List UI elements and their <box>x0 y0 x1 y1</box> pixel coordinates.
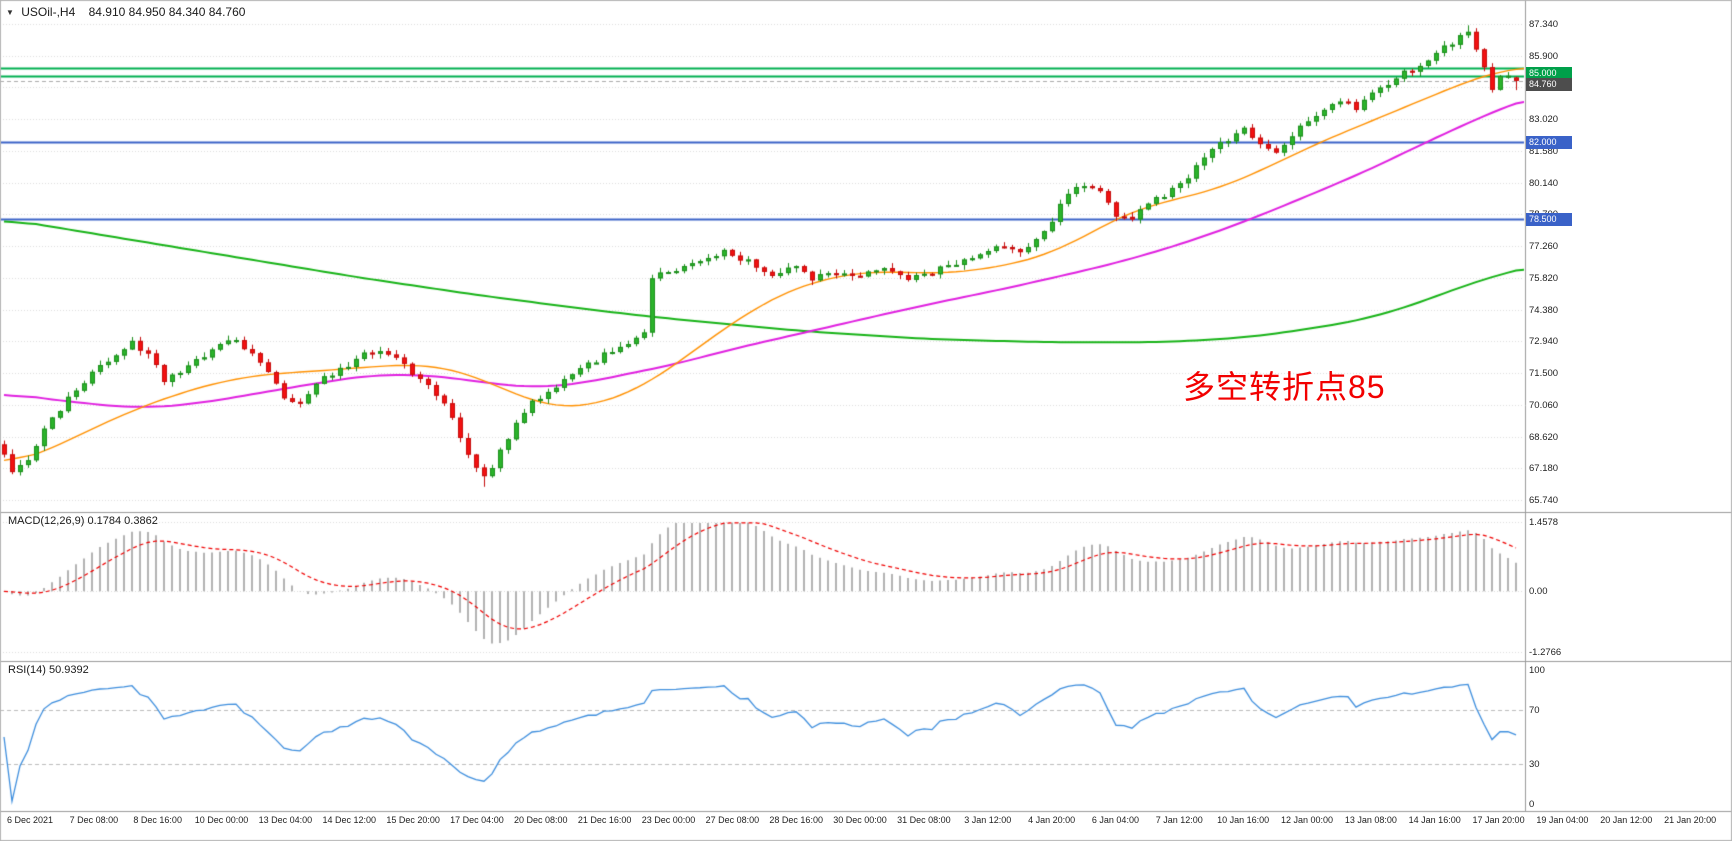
macd-axis-tick-label: 1.4578 <box>1529 517 1559 528</box>
macd-indicator-label: MACD(12,26,9) 0.1784 0.3862 <box>8 515 158 527</box>
price-axis-tick-label: 67.180 <box>1529 463 1559 475</box>
time-axis-label: 14 Dec 12:00 <box>322 815 377 825</box>
time-axis-label: 21 Jan 20:00 <box>1664 815 1717 825</box>
time-axis-label: 10 Dec 00:00 <box>194 815 249 825</box>
price-line-tag: 85.000 <box>1526 66 1572 80</box>
price-line-tag: 78.500 <box>1526 212 1572 226</box>
time-axis-label: 17 Dec 04:00 <box>450 815 504 825</box>
time-axis-label: 20 Jan 12:00 <box>1600 815 1653 825</box>
chart-title: ▼ USOil-,H4 84.910 84.950 84.340 84.760 <box>6 5 245 19</box>
price-axis-tick-label: 71.500 <box>1529 368 1559 380</box>
ohlc-values: 84.910 84.950 84.340 84.760 <box>88 5 246 19</box>
time-axis-label: 3 Jan 12:00 <box>964 815 1012 825</box>
rsi-axis-tick-label: 0 <box>1529 799 1535 810</box>
time-axis-label: 17 Jan 20:00 <box>1472 815 1525 825</box>
time-axis-label: 6 Dec 2021 <box>6 815 54 825</box>
price-axis-tick-label: 72.940 <box>1529 336 1559 348</box>
time-axis-label: 13 Jan 08:00 <box>1344 815 1397 825</box>
chart-annotation: 多空转折点85 <box>1183 369 1386 405</box>
time-axis-label: 28 Dec 16:00 <box>769 815 823 825</box>
rsi-axis-tick-label: 70 <box>1529 705 1540 717</box>
rsi-axis-tick-label: 30 <box>1529 758 1540 770</box>
price-line-tag: 82.000 <box>1526 135 1572 149</box>
macd-axis-tick-label: 0.00 <box>1529 586 1548 598</box>
time-axis-label: 7 Jan 12:00 <box>1155 815 1203 825</box>
price-axis-tick-label: 70.060 <box>1529 399 1559 411</box>
price-axis-tick-label: 74.380 <box>1529 304 1559 316</box>
time-axis-label: 27 Dec 08:00 <box>705 815 760 825</box>
price-axis-tick-label: 68.620 <box>1529 431 1559 443</box>
price-axis-tick-label: 65.740 <box>1529 495 1559 506</box>
price-axis-tick-label: 85.900 <box>1529 50 1559 62</box>
symbol-timeframe-label: USOil-,H4 <box>21 5 76 19</box>
price-axis-tick-label: 81.580 <box>1529 145 1559 157</box>
time-axis-label: 21 Dec 16:00 <box>577 815 632 825</box>
current-price-tag: 84.760 <box>1526 77 1572 91</box>
time-axis-label: 4 Jan 20:00 <box>1028 815 1076 825</box>
price-axis-tick-label: 87.340 <box>1529 19 1559 30</box>
time-axis-label: 15 Dec 20:00 <box>386 815 440 825</box>
time-axis-label: 20 Dec 08:00 <box>514 815 568 825</box>
collapse-triangle-icon[interactable]: ▼ <box>6 8 14 17</box>
time-axis-label: 6 Jan 04:00 <box>1091 815 1139 825</box>
time-axis-label: 10 Jan 16:00 <box>1217 815 1270 825</box>
time-axis-label: 14 Jan 16:00 <box>1408 815 1461 825</box>
rsi-indicator-label: RSI(14) 50.9392 <box>8 664 89 676</box>
time-axis-label: 23 Dec 00:00 <box>641 815 696 825</box>
time-axis-label: 13 Dec 04:00 <box>258 815 313 825</box>
rsi-axis-tick-label: 100 <box>1529 665 1545 676</box>
time-axis-label: 7 Dec 08:00 <box>69 815 119 825</box>
price-axis-tick-label: 80.140 <box>1529 177 1559 189</box>
price-axis-tick-label: 77.260 <box>1529 241 1559 253</box>
time-axis-label: 30 Dec 00:00 <box>833 815 887 825</box>
time-axis-label: 8 Dec 16:00 <box>133 815 182 825</box>
macd-axis-tick-label: -1.2766 <box>1529 647 1562 658</box>
price-axis-tick-label: 75.820 <box>1529 272 1559 284</box>
time-axis-label: 19 Jan 04:00 <box>1536 815 1589 825</box>
price-axis-tick-label: 83.020 <box>1529 114 1559 126</box>
time-axis-label: 12 Jan 00:00 <box>1280 815 1334 825</box>
time-axis-label: 31 Dec 08:00 <box>897 815 951 825</box>
